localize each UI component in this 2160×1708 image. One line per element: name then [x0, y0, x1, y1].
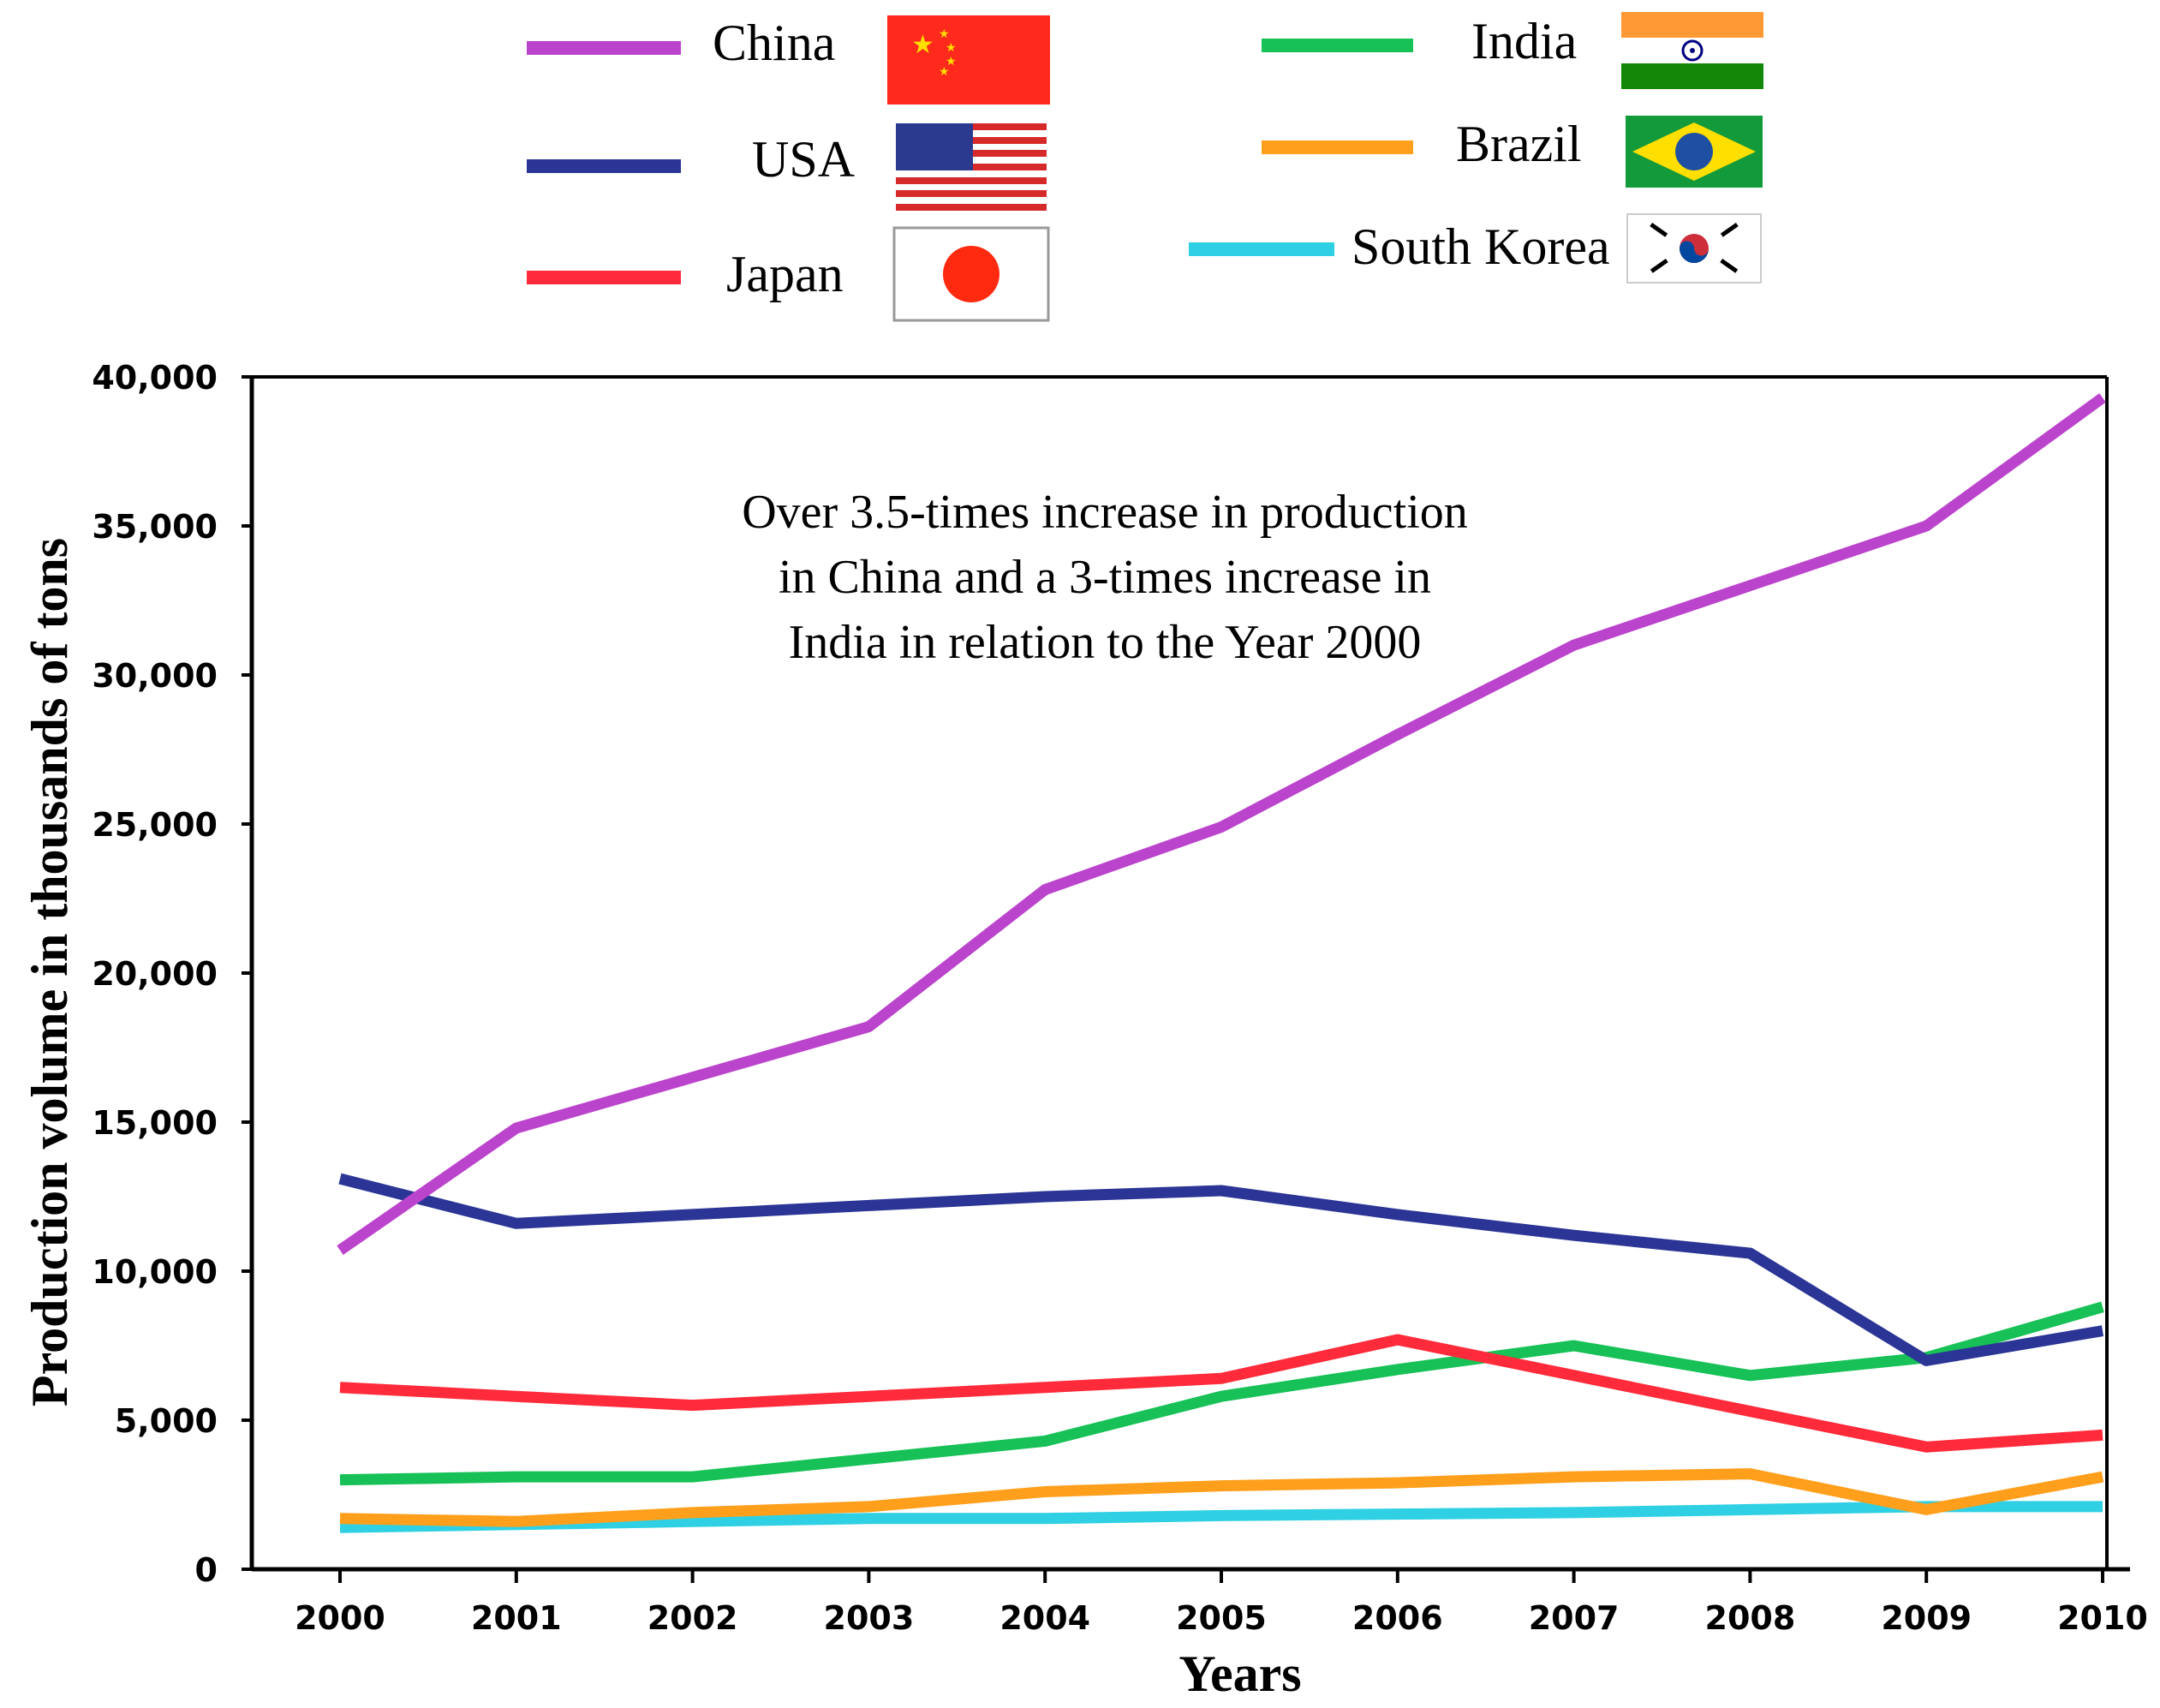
- series-lines: [337, 393, 2106, 1533]
- annotation-line-2: in China and a 3-times increase in: [779, 551, 1431, 604]
- legend-label-south-korea: South Korea: [1351, 218, 1610, 275]
- legend-item-china: China ★ ★ ★ ★ ★: [527, 15, 1050, 105]
- series-line-japan: [339, 1334, 2103, 1453]
- legend-item-south-korea: South Korea: [1189, 213, 1762, 284]
- x-tick-label: 2001: [471, 1599, 562, 1637]
- y-ticks: 0 5,000 10,000 15,000 20,000 25,000 30,000 35,0…: [92, 359, 252, 1589]
- svg-text:★: ★: [946, 41, 957, 55]
- series-line-china: [337, 393, 2106, 1255]
- y-tick-label: 15,000: [92, 1104, 218, 1142]
- y-tick-label: 0: [195, 1551, 218, 1589]
- annotation-line-1: Over 3.5-times increase in production: [742, 486, 1468, 539]
- x-tick-label: 2008: [1705, 1599, 1796, 1637]
- svg-text:★: ★: [939, 65, 950, 79]
- brazil-flag: [1626, 116, 1763, 188]
- series-line-india: [339, 1301, 2104, 1486]
- y-tick-label: 30,000: [92, 657, 218, 695]
- svg-text:★: ★: [911, 30, 934, 60]
- x-tick-label: 2009: [1881, 1599, 1972, 1637]
- y-axis-title: Production volume in thousands of tons: [21, 538, 78, 1406]
- legend: China ★ ★ ★ ★ ★ USA: [527, 12, 1763, 322]
- series-line-usa: [338, 1173, 2104, 1366]
- legend-label-china: China: [713, 15, 835, 71]
- axes: [249, 375, 2130, 1572]
- south-korea-flag: [1626, 213, 1762, 284]
- x-tick-label: 2006: [1352, 1599, 1443, 1637]
- x-ticks: 2000 2001 2002 2003 2004 2005 2006 2007 2008 2009…: [295, 1569, 2148, 1637]
- legend-item-japan: Japan: [527, 226, 1050, 322]
- india-flag: [1621, 12, 1763, 89]
- y-tick-label: 10,000: [92, 1253, 218, 1291]
- y-tick-label: 40,000: [92, 359, 218, 397]
- y-tick-label: 20,000: [92, 955, 218, 993]
- x-tick-label: 2010: [2057, 1599, 2148, 1637]
- y-tick-label: 25,000: [92, 806, 218, 844]
- legend-label-japan: Japan: [726, 246, 844, 302]
- legend-item-brazil: Brazil: [1262, 116, 1763, 188]
- svg-text:★: ★: [946, 55, 957, 69]
- usa-flag: [896, 123, 1047, 211]
- x-tick-label: 2002: [647, 1599, 738, 1637]
- x-tick-label: 2005: [1176, 1599, 1267, 1637]
- legend-label-india: India: [1471, 13, 1577, 69]
- x-tick-label: 2003: [824, 1599, 915, 1637]
- svg-text:★: ★: [939, 27, 950, 41]
- legend-label-usa: USA: [752, 131, 855, 188]
- y-tick-label: 5,000: [115, 1402, 218, 1440]
- annotation: Over 3.5-times increase in production in…: [742, 486, 1468, 669]
- series-line-south-korea: [339, 1501, 2103, 1533]
- legend-label-brazil: Brazil: [1456, 116, 1582, 172]
- japan-flag: [892, 226, 1050, 322]
- y-tick-label: 35,000: [92, 508, 218, 546]
- annotation-line-3: India in relation to the Year 2000: [789, 616, 1422, 669]
- x-axis-title: Years: [1178, 1645, 1301, 1702]
- china-flag: ★ ★ ★ ★ ★: [887, 15, 1050, 105]
- legend-item-usa: USA: [527, 123, 1047, 211]
- x-tick-label: 2000: [295, 1599, 385, 1637]
- x-tick-label: 2007: [1529, 1599, 1620, 1637]
- legend-item-india: India: [1262, 12, 1763, 89]
- series-line-brazil: [339, 1468, 2104, 1527]
- x-tick-label: 2004: [999, 1599, 1090, 1637]
